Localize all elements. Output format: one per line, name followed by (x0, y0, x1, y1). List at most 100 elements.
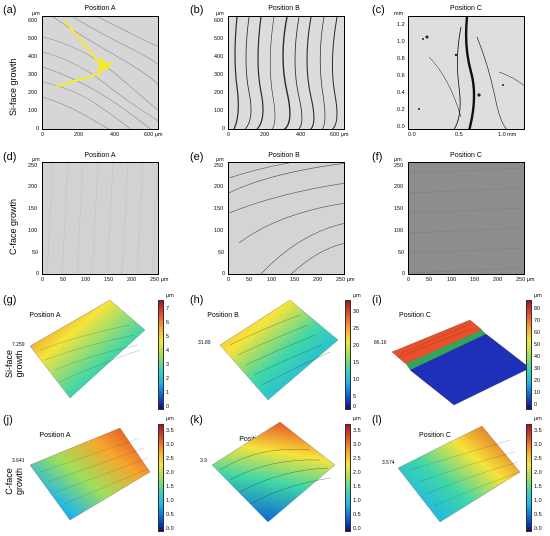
x-tick: 200 (127, 277, 137, 283)
y-tick: 250 (28, 163, 38, 169)
x-tick: 100 (267, 277, 277, 283)
panel-title: Position B (268, 152, 300, 159)
surface-3d (29, 427, 151, 521)
y-unit: mm (394, 11, 404, 17)
colorbar-tick: 2 (166, 376, 170, 382)
x-tick: 0.0 (408, 132, 416, 138)
panel-c: (c) Position C mm 1.2 1.0 0.8 0.6 0.4 0.… (370, 0, 550, 150)
x-tick: 1.0 mm (498, 132, 517, 138)
y-tick: 150 (28, 206, 38, 212)
y-tick: 200 (394, 184, 404, 190)
x-tick: 150 (104, 277, 114, 283)
panel-title: Position B (268, 5, 300, 12)
y-unit: μm (216, 11, 224, 17)
colorbar-tick: 30 (534, 366, 541, 372)
colorbar (345, 300, 351, 410)
panel-title: Position C (450, 152, 482, 159)
y-tick: 500 (214, 36, 224, 42)
colorbar-tick: 3.0 (353, 442, 361, 448)
panel-label: (k) (190, 414, 203, 426)
micrograph-image (42, 16, 159, 130)
colorbar-tick: 5 (353, 394, 357, 400)
x-tick: 200 (493, 277, 503, 283)
x-tick: 600 μm (330, 132, 349, 138)
y-tick: 150 (214, 206, 224, 212)
panel-label: (i) (372, 294, 382, 306)
y-tick: 0 (222, 271, 226, 277)
x-tick: 0 (227, 132, 231, 138)
y-tick: 600 (28, 18, 38, 24)
colorbar-tick: 1.5 (534, 484, 542, 490)
y-unit: μm (216, 157, 224, 163)
x-tick: 100 (81, 277, 91, 283)
colorbar-tick: 3.0 (534, 442, 542, 448)
colorbar-tick: 3.5 (353, 428, 361, 434)
y-tick: 50 (32, 250, 39, 256)
colorbar (526, 300, 532, 410)
y-tick: 100 (28, 228, 38, 234)
z-max-label: 3.9 (200, 458, 207, 464)
colorbar-tick: 1.0 (353, 498, 361, 504)
colorbar-tick: 20 (534, 378, 541, 384)
micrograph-image (408, 162, 525, 275)
x-tick: 50 (246, 277, 253, 283)
y-unit: μm (394, 157, 402, 163)
panel-b: (b) Position B μm 600 500 400 300 200 10… (190, 0, 373, 150)
colorbar-unit: μm (534, 416, 542, 422)
x-tick: 0.5 (455, 132, 463, 138)
y-tick: 200 (214, 184, 224, 190)
colorbar-unit: μm (166, 293, 174, 299)
colorbar-tick: 60 (534, 330, 541, 336)
surface-texture (46, 163, 158, 274)
panel-label: (b) (190, 4, 204, 16)
y-unit: μm (32, 157, 40, 163)
panel-title: Position A (29, 312, 61, 319)
panel-e: (e) Position B μm 250 200 150 100 50 0 0… (190, 147, 373, 287)
colorbar-unit: μm (534, 293, 542, 299)
colorbar-tick: 1.0 (166, 498, 174, 504)
colorbar-tick: 0.0 (166, 526, 174, 532)
panel-label: (e) (190, 151, 204, 163)
y-tick: 0.4 (397, 90, 405, 96)
y-tick: 200 (214, 90, 224, 96)
y-tick: 1.0 (397, 39, 405, 45)
y-tick: 0 (36, 126, 40, 132)
x-tick: 150 (470, 277, 480, 283)
surface-3d (397, 425, 521, 523)
panel-label: (d) (3, 151, 17, 163)
colorbar-tick: 0 (534, 402, 538, 408)
x-tick: 50 (426, 277, 433, 283)
y-tick: 50 (398, 250, 405, 256)
y-tick: 300 (28, 72, 38, 78)
panel-f: (f) Position C μm 250 200 150 100 50 0 0… (370, 147, 550, 287)
panel-label: (j) (3, 414, 13, 426)
colorbar (345, 424, 351, 532)
micrograph-image (228, 16, 345, 130)
surface-3d (219, 299, 339, 401)
colorbar-tick: 0.5 (353, 512, 361, 518)
micrograph-image (42, 162, 159, 275)
y-tick: 400 (28, 54, 38, 60)
x-tick: 50 (60, 277, 67, 283)
y-tick: 0.0 (397, 124, 405, 130)
z-max-label: 3.641 (12, 458, 25, 464)
y-tick: 0 (36, 271, 40, 277)
panel-title: Position C (419, 432, 451, 439)
panel-title: Position C (399, 312, 431, 319)
micrograph-image (228, 162, 345, 275)
colorbar-tick: 6 (166, 320, 170, 326)
panel-label: (h) (190, 294, 204, 306)
colorbar-tick: 50 (534, 342, 541, 348)
panel-g: (g) Position A 7.259 μm 7 6 5 4 3 2 1 0 (0, 290, 183, 415)
x-tick: 250 μm (516, 277, 535, 283)
colorbar-tick: 3.0 (166, 442, 174, 448)
crack-features (418, 17, 524, 129)
step-lines (43, 17, 158, 129)
panel-title: Position A (84, 5, 116, 12)
y-tick: 0.8 (397, 56, 405, 62)
colorbar-tick: 0 (353, 404, 357, 410)
y-tick: 0.2 (397, 107, 405, 113)
colorbar-tick: 2.5 (353, 456, 361, 462)
x-tick: 250 μm (336, 277, 355, 283)
colorbar-unit: μm (353, 416, 361, 422)
